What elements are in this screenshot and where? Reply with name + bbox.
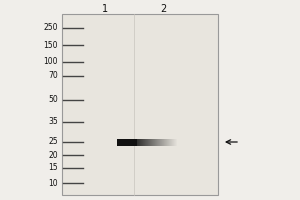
Text: 1: 1 [102,4,108,14]
Bar [165,138,166,146]
Bar [167,138,168,146]
Bar [156,138,157,146]
Bar [166,138,167,146]
Bar [173,138,174,146]
Bar [147,138,148,146]
Bar [153,138,154,146]
Bar [171,138,172,146]
Bar [62,14,218,195]
Bar [140,138,141,146]
Bar [148,138,149,146]
Bar [170,138,171,146]
Bar [157,138,158,146]
Text: 100: 100 [44,58,58,66]
Bar [158,138,159,146]
Text: 2: 2 [160,4,166,14]
Bar [161,138,162,146]
Bar [145,138,146,146]
Bar [146,138,147,146]
Bar [143,138,144,146]
Bar [152,138,153,146]
Text: 70: 70 [48,72,58,80]
Bar [176,138,177,146]
Bar [149,138,150,146]
Bar [175,138,176,146]
Bar [137,138,138,146]
Bar [154,138,155,146]
Bar [159,138,160,146]
Bar [141,138,142,146]
Text: 20: 20 [48,150,58,160]
Bar [144,138,145,146]
Bar [169,138,170,146]
Text: 250: 250 [44,23,58,32]
Bar [142,138,143,146]
Bar [168,138,169,146]
Bar [117,138,137,146]
Bar [150,138,151,146]
Text: 15: 15 [48,164,58,172]
Bar [139,138,140,146]
Bar [172,138,173,146]
Bar [174,138,175,146]
Bar [151,138,152,146]
Bar [162,138,163,146]
Bar [160,138,161,146]
Text: 50: 50 [48,96,58,104]
Bar [138,138,139,146]
Text: 25: 25 [48,138,58,146]
Text: 35: 35 [48,117,58,127]
Text: 150: 150 [44,40,58,49]
Bar [164,138,165,146]
Bar [163,138,164,146]
Bar [155,138,156,146]
Text: 10: 10 [48,178,58,188]
